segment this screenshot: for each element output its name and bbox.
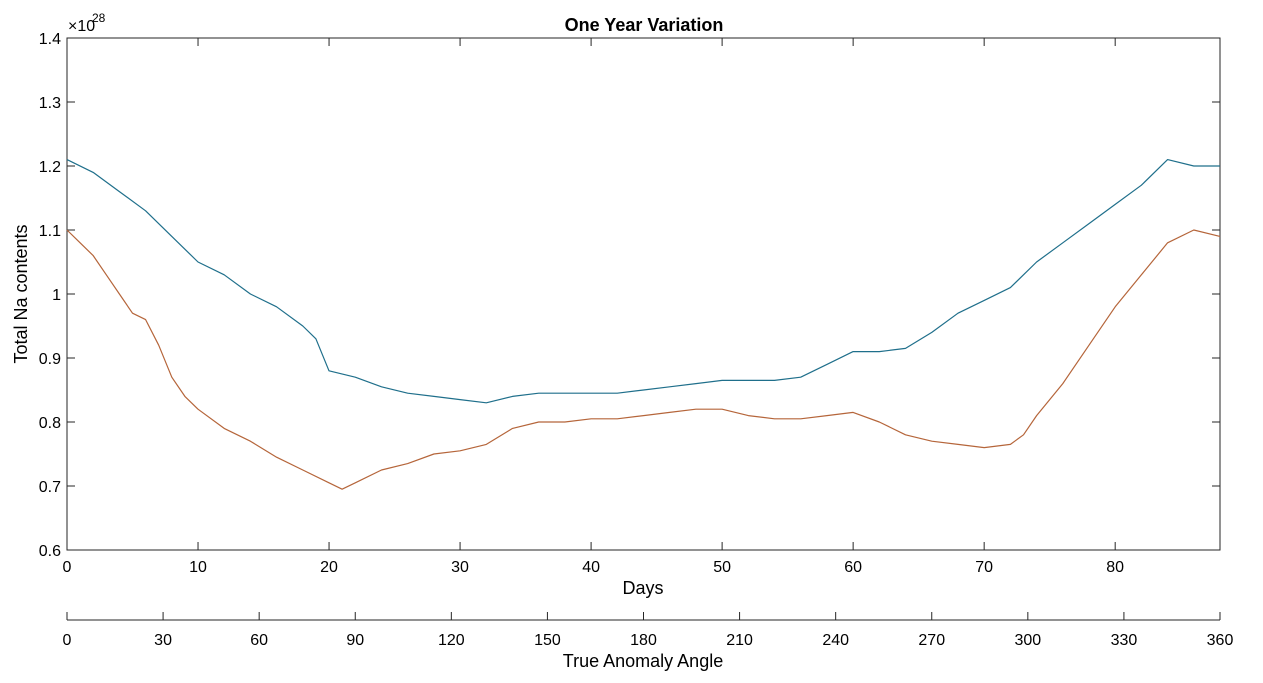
y-tick-label: 1.3 (39, 95, 61, 112)
y-tick-label: 1 (52, 287, 61, 304)
secondary-x-tick-label: 30 (154, 632, 172, 649)
y-tick-label: 0.8 (39, 415, 61, 432)
series-line-2 (66, 229, 1221, 490)
x-tick-label: 80 (1106, 559, 1124, 576)
secondary-x-tick-label: 270 (918, 632, 945, 649)
x-tick-label: 40 (582, 559, 600, 576)
y-tick-label: 1.2 (39, 159, 61, 176)
secondary-x-tick-label: 0 (63, 632, 72, 649)
secondary-x-tick-label: 120 (438, 632, 465, 649)
secondary-x-tick-label: 360 (1207, 632, 1234, 649)
x-tick-label: 60 (844, 559, 862, 576)
secondary-x-tick-label: 60 (250, 632, 268, 649)
y-tick-label: 0.7 (39, 479, 61, 496)
y-tick-label: 1.1 (39, 223, 61, 240)
secondary-x-tick-label: 90 (346, 632, 364, 649)
y-tick-label: 0.9 (39, 351, 61, 368)
y-exponent: ×10 28 (68, 11, 106, 35)
plot-area-frame (66, 37, 1221, 551)
x-tick-label: 10 (189, 559, 207, 576)
series-line-1 (66, 159, 1220, 404)
x-tick-label: 50 (713, 559, 731, 576)
y-axis-label: Total Na contents (11, 224, 31, 363)
x-tick-label: 20 (320, 559, 338, 576)
x-tick-label: 30 (451, 559, 469, 576)
secondary-x-tick-label: 240 (822, 632, 849, 649)
chart-title: One Year Variation (565, 15, 724, 35)
x-tick-label: 0 (63, 559, 72, 576)
y-exponent-power: 28 (92, 11, 106, 25)
x-axis-label: Days (622, 578, 663, 598)
x-axis-ticks: 0 10 20 30 40 50 60 70 80 (63, 38, 1124, 576)
y-tick-label: 0.6 (39, 543, 61, 560)
secondary-x-tick-label: 210 (726, 632, 753, 649)
secondary-x-tick-label: 180 (630, 632, 657, 649)
secondary-x-tick-label: 150 (534, 632, 561, 649)
y-exponent-base: ×10 (68, 18, 95, 35)
secondary-x-tick-label: 330 (1111, 632, 1138, 649)
secondary-x-axis-ticks: 0 30 60 90 120 150 180 210 240 270 300 330 360 (63, 612, 1234, 649)
x-tick-label: 70 (975, 559, 993, 576)
series-layer (66, 159, 1221, 490)
y-tick-label: 1.4 (39, 31, 61, 48)
y-axis-ticks: 0.6 0.7 0.8 0.9 1 1.1 1.2 1.3 1.4 (39, 31, 1220, 560)
secondary-x-tick-label: 300 (1014, 632, 1041, 649)
secondary-x-axis-label: True Anomaly Angle (563, 651, 723, 671)
